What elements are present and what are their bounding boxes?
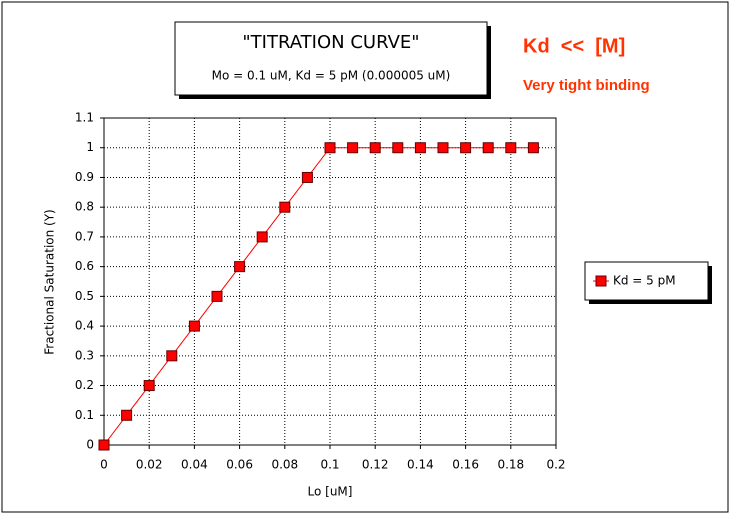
- marker: [527, 142, 539, 154]
- plot-area: [103, 117, 557, 446]
- marker: [414, 142, 426, 154]
- marker: [437, 142, 449, 154]
- marker: [121, 409, 133, 421]
- marker: [369, 142, 381, 154]
- marker: [166, 350, 178, 362]
- x-axis-label: Lo [uM]: [308, 485, 353, 499]
- y-tick-label: 0.9: [75, 170, 94, 184]
- marker: [234, 261, 246, 273]
- y-tick-label: 1: [86, 140, 94, 154]
- y-tick-label: 0.1: [75, 408, 94, 422]
- marker: [279, 201, 291, 213]
- marker: [482, 142, 494, 154]
- x-tick-label: 0: [100, 458, 108, 472]
- marker: [347, 142, 359, 154]
- chart-title: "TITRATION CURVE": [242, 32, 419, 53]
- x-tick-label: 0.06: [226, 458, 253, 472]
- legend-marker: [595, 275, 607, 287]
- marker: [98, 439, 110, 451]
- marker: [301, 171, 313, 183]
- y-tick-label: 0.5: [75, 289, 94, 303]
- title-box: [174, 21, 488, 96]
- x-tick-label: 0.1: [320, 458, 339, 472]
- y-tick-label: 0.2: [75, 378, 94, 392]
- legend-label: Kd = 5 pM: [613, 274, 676, 288]
- y-tick-label: 1.1: [75, 111, 94, 125]
- y-axis-label: Fractional Saturation (Y): [43, 209, 57, 354]
- y-tick-label: 0.8: [75, 200, 94, 214]
- x-tick-label: 0.18: [497, 458, 524, 472]
- x-tick-label: 0.12: [362, 458, 389, 472]
- marker: [505, 142, 517, 154]
- x-tick-label: 0.16: [452, 458, 479, 472]
- annotation: Kd << [M]: [523, 35, 625, 57]
- y-tick-label: 0: [86, 438, 94, 452]
- marker: [143, 380, 155, 392]
- chart-subtitle: Mo = 0.1 uM, Kd = 5 pM (0.000005 uM): [212, 69, 451, 83]
- marker: [324, 142, 336, 154]
- x-tick-label: 0.2: [546, 458, 565, 472]
- y-tick-label: 0.4: [75, 319, 94, 333]
- y-tick-label: 0.7: [75, 229, 94, 243]
- x-tick-label: 0.02: [136, 458, 163, 472]
- marker: [392, 142, 404, 154]
- marker: [460, 142, 472, 154]
- x-tick-label: 0.14: [407, 458, 434, 472]
- marker: [256, 231, 268, 243]
- marker: [188, 320, 200, 332]
- annotation: Very tight binding: [523, 77, 650, 94]
- marker: [211, 290, 223, 302]
- x-tick-label: 0.04: [181, 458, 208, 472]
- x-tick-label: 0.08: [271, 458, 298, 472]
- y-tick-label: 0.6: [75, 259, 94, 273]
- y-tick-label: 0.3: [75, 348, 94, 362]
